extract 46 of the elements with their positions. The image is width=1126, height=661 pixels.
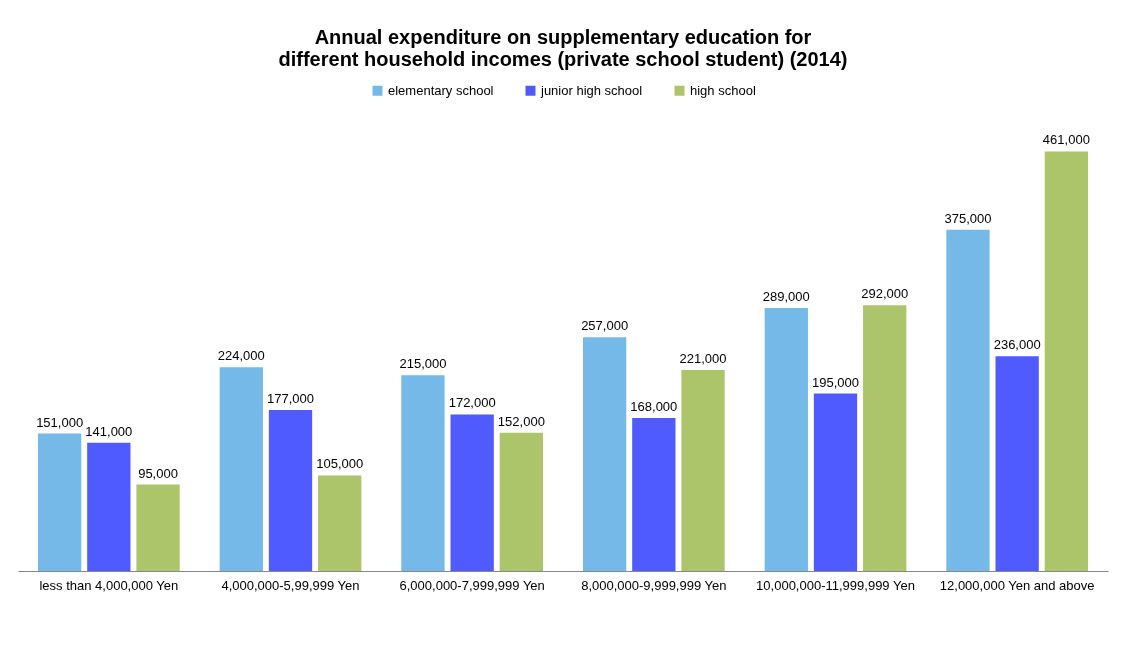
data-label: 257,000 [581, 318, 629, 334]
x-tick-label: 8,000,000-9,999,999 Yen [581, 577, 727, 593]
legend-label: elementary school [388, 82, 494, 98]
bar [681, 369, 725, 571]
bar [450, 414, 494, 571]
bar [401, 375, 445, 571]
data-label: 195,000 [812, 374, 859, 390]
bar [268, 409, 313, 571]
data-label: 105,000 [316, 456, 364, 472]
data-label: 461,000 [1042, 132, 1090, 148]
bar [813, 393, 858, 571]
bar [863, 305, 907, 571]
legend-label: high school [690, 82, 756, 98]
chart-title: Annual expenditure on supplementary education for different household incomes (private school student) (2014) [278, 26, 848, 70]
bar [499, 432, 544, 571]
bar [1044, 151, 1089, 571]
data-label: 172,000 [448, 395, 496, 411]
x-tick-label: 4,000,000-5,99,999 Yen [221, 577, 360, 593]
data-label: 215,000 [399, 356, 447, 372]
data-label: 224,000 [217, 348, 265, 364]
legend-label: junior high school [540, 82, 643, 98]
data-label: 177,000 [267, 390, 314, 406]
bar [318, 475, 362, 571]
bar [995, 356, 1039, 571]
data-label: 141,000 [85, 423, 133, 439]
bar [632, 418, 676, 571]
bar [582, 337, 627, 571]
bar [764, 308, 808, 571]
data-label: 289,000 [762, 289, 810, 305]
data-label: 95,000 [138, 465, 178, 481]
data-label: 292,000 [861, 286, 909, 302]
bar [37, 433, 82, 571]
bar [219, 367, 263, 571]
x-tick-label: 10,000,000-11,999,999 Yen [756, 577, 915, 593]
bar [136, 484, 180, 571]
bar [946, 229, 990, 571]
data-label: 375,000 [944, 210, 992, 226]
data-label: 221,000 [679, 350, 727, 366]
x-tick-label: 6,000,000-7,999,999 Yen [399, 577, 545, 593]
x-tick-label: less than 4,000,000 Yen [39, 577, 179, 593]
bar [87, 442, 131, 571]
data-label: 168,000 [630, 399, 678, 415]
data-label: 152,000 [497, 413, 545, 429]
data-label: 151,000 [36, 414, 84, 430]
x-tick-label: 12,000,000 Yen and above [939, 577, 1095, 593]
data-label: 236,000 [993, 337, 1041, 353]
